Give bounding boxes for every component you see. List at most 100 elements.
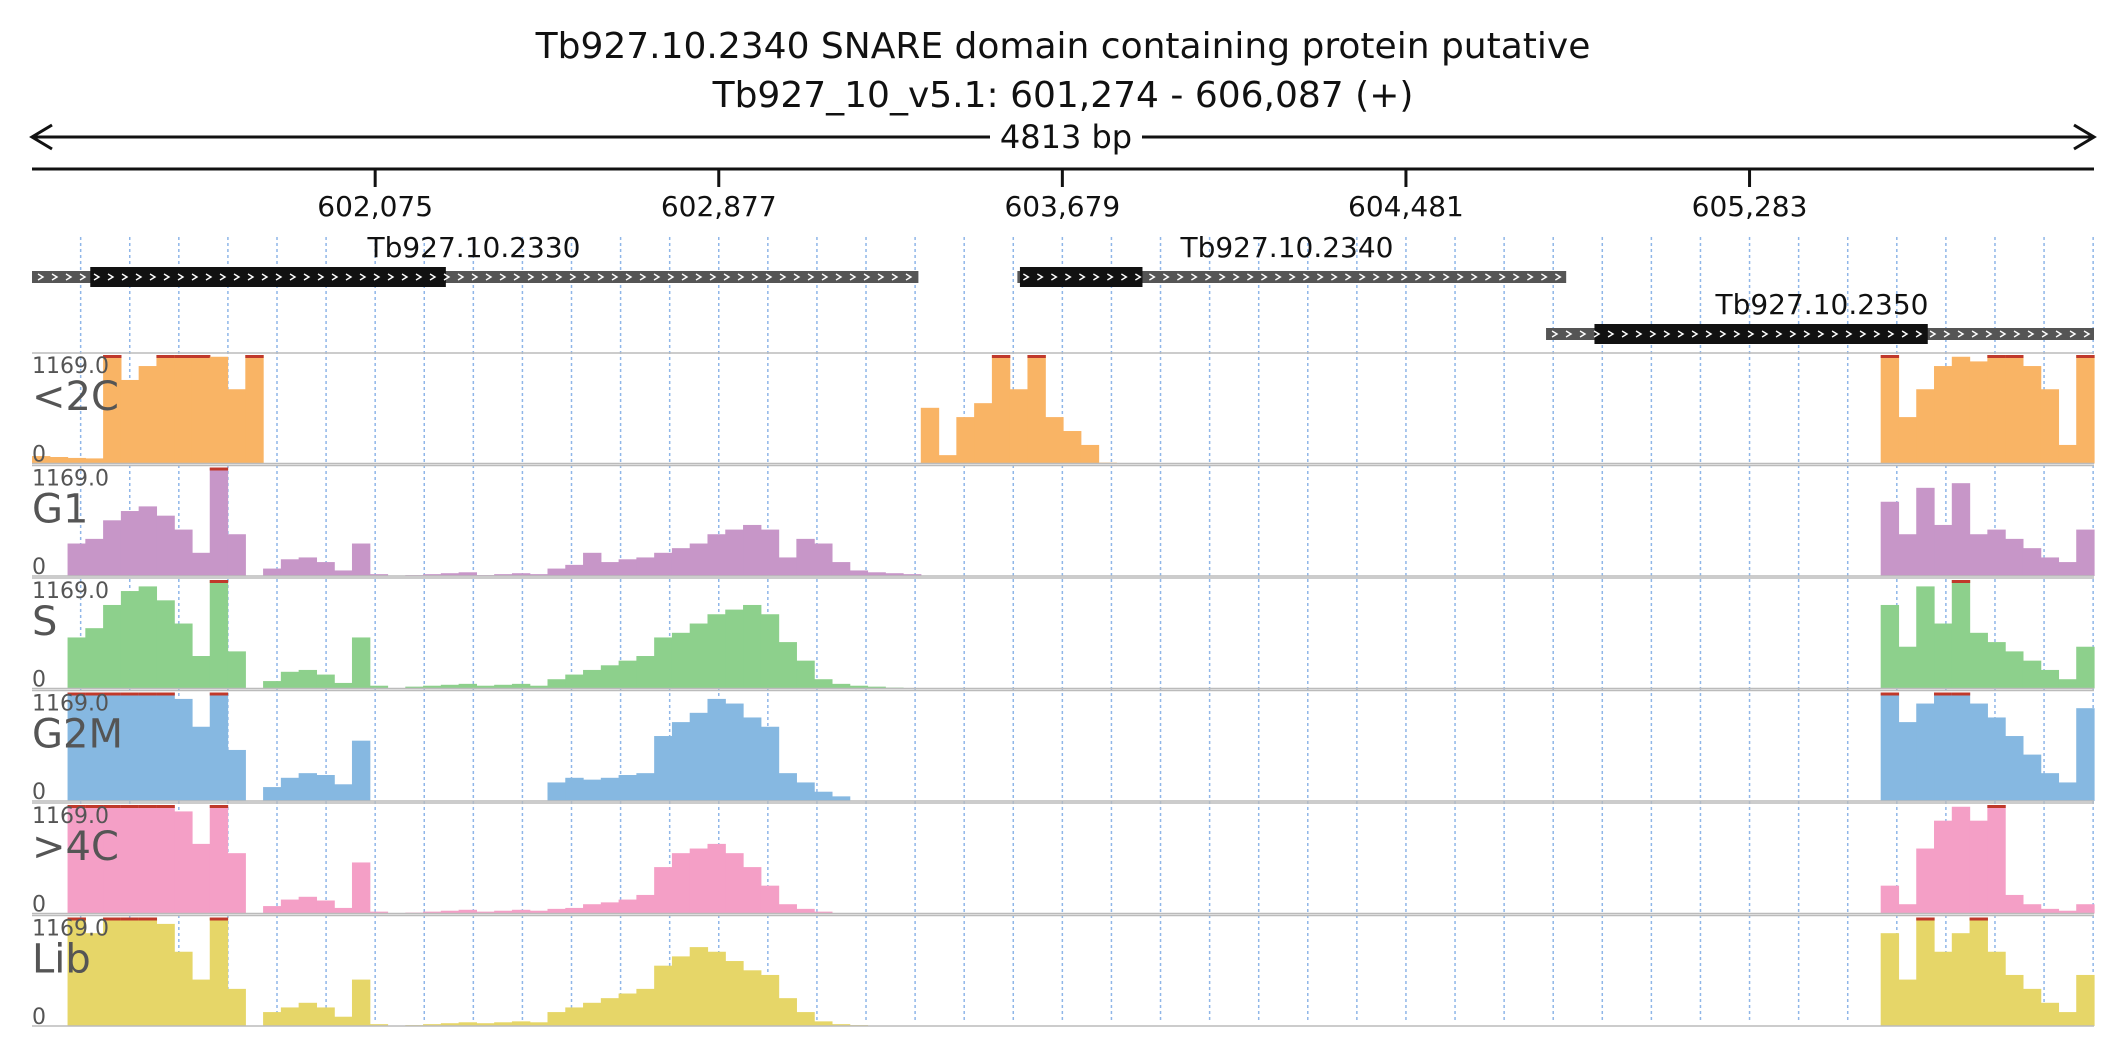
coverage-bar <box>991 355 1011 464</box>
coverage-bar <box>440 1023 460 1026</box>
coverage-bar <box>174 811 193 914</box>
coverage-bar <box>351 637 371 689</box>
coverage-bar <box>689 543 709 576</box>
coverage-bar <box>1916 487 1935 576</box>
strand-arrow <box>1303 273 1310 281</box>
coverage-bar <box>103 917 122 1026</box>
coverage-bar <box>1898 722 1917 801</box>
strand-arrow <box>639 273 647 281</box>
strand-arrow <box>163 273 171 281</box>
track-<2C: 1169.0 0 <2C <box>32 352 2095 468</box>
coverage-bar <box>494 684 513 689</box>
coverage-bar <box>476 685 495 689</box>
coverage-tracks: 1169.00<2C1169.00G11169.00S1169.00G2M116… <box>32 352 2095 1030</box>
coverage-bar <box>547 1012 566 1026</box>
coverage-bar <box>654 867 673 914</box>
clip-marker <box>1880 692 1900 696</box>
coverage-bar <box>1880 355 1900 464</box>
strand-arrow <box>1387 273 1394 281</box>
coverage-bar <box>1880 604 1900 689</box>
strand-arrow <box>1621 330 1629 338</box>
coverage-bar <box>796 660 815 689</box>
coverage-bar <box>138 692 158 801</box>
coverage-bar <box>2005 355 2024 464</box>
coverage-bar <box>618 775 637 801</box>
coverage-bar <box>174 951 193 1026</box>
clip-marker <box>103 917 122 921</box>
coverage-bar <box>2022 754 2042 801</box>
clip-marker <box>209 580 229 583</box>
coverage-bar <box>2076 904 2095 914</box>
strand-arrow <box>275 273 283 281</box>
coverage-bar <box>405 686 424 689</box>
strand-arrow <box>1817 330 1825 338</box>
strand-arrow <box>1415 273 1422 281</box>
strand-arrow <box>1705 330 1713 338</box>
coverage-bar <box>494 1022 513 1026</box>
coverage-bar <box>583 669 602 689</box>
clip-marker <box>103 805 122 808</box>
strand-arrow <box>611 273 619 281</box>
coverage-bar <box>600 998 620 1026</box>
coverage-bar <box>423 685 442 689</box>
strand-arrow <box>1733 330 1741 338</box>
coverage-bar <box>1987 642 2006 689</box>
coverage-bar <box>814 1021 833 1026</box>
track-label: Lib <box>32 937 91 983</box>
coverage-bar <box>316 900 335 914</box>
coverage-bar <box>636 656 655 689</box>
coverage-bar <box>423 574 442 576</box>
coverage-bar <box>2040 773 2060 801</box>
coverage-bar <box>298 1002 318 1026</box>
coverage-bar <box>1934 951 1953 1026</box>
coverage-bar <box>654 736 673 801</box>
clip-marker <box>2005 355 2024 358</box>
coverage-bar <box>725 703 744 801</box>
coverage-bar <box>867 572 886 576</box>
coverage-bar <box>476 911 495 914</box>
coverage-bar <box>2076 529 2095 576</box>
title-line-2: Tb927_10_v5.1: 601,274 - 606,087 (+) <box>712 75 1414 116</box>
coverage-bar <box>707 534 726 576</box>
coverage-bar <box>351 979 371 1026</box>
strand-arrow <box>1873 330 1881 338</box>
gene-label: Tb927.10.2330 <box>366 231 580 264</box>
track-label: G2M <box>32 712 123 758</box>
coverage-bar <box>67 917 86 1026</box>
strand-arrow <box>1845 330 1853 338</box>
coverage-bar <box>191 552 211 576</box>
strand-arrow <box>387 273 395 281</box>
strand-arrow <box>877 273 885 281</box>
coverage-bar <box>334 570 353 576</box>
coverage-bar <box>85 692 104 801</box>
strand-arrow <box>863 273 871 281</box>
coverage-bar <box>689 947 709 1026</box>
coverage-bar <box>1916 389 1935 464</box>
strand-arrow <box>317 273 325 281</box>
strand-arrow <box>1943 330 1951 338</box>
strand-arrow <box>415 273 423 281</box>
coverage-bar <box>529 910 549 914</box>
track-ymax-label: 1169.0 <box>32 692 109 717</box>
coverage-bar <box>2005 538 2024 576</box>
coverage-bar <box>885 573 904 576</box>
coverage-bar <box>138 586 158 689</box>
coverage-bar <box>1898 979 1917 1026</box>
coverage-bar <box>547 908 566 914</box>
coverage-bar <box>423 1024 442 1026</box>
coverage-bar <box>636 894 655 914</box>
axis-tick-label: 605,283 <box>1692 190 1808 223</box>
coverage-bar <box>263 787 282 801</box>
clip-marker <box>85 805 104 808</box>
coverage-bar <box>1969 703 1988 801</box>
strand-arrow <box>1359 273 1366 281</box>
strand-arrow <box>1093 273 1100 281</box>
strand-arrow <box>1901 330 1909 338</box>
coverage-bar <box>1951 356 1971 464</box>
axis-tick-label: 602,877 <box>661 190 777 223</box>
coverage-bar <box>298 557 318 576</box>
strand-arrow <box>345 273 353 281</box>
coverage-bar <box>2022 660 2042 689</box>
clip-marker <box>209 805 229 808</box>
coverage-bar <box>369 911 389 914</box>
